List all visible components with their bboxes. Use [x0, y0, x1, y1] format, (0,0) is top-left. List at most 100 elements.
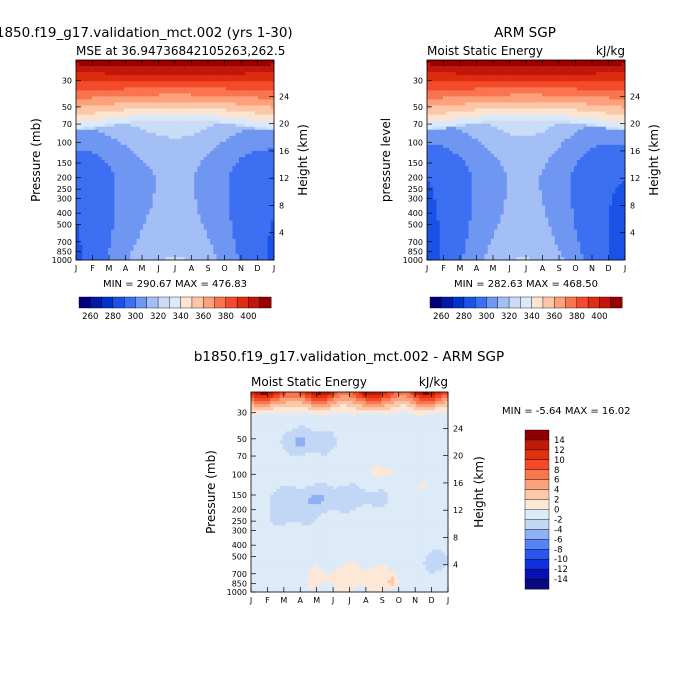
field-cell [117, 102, 122, 106]
field-cell [267, 72, 272, 76]
field-cell [439, 135, 444, 140]
field-cell [190, 217, 195, 222]
field-cell [143, 138, 147, 143]
field-cell [123, 241, 128, 246]
field-cell [213, 253, 217, 258]
field-cell [258, 108, 262, 112]
field-cell [251, 190, 256, 194]
field-cell [427, 120, 431, 125]
field-cell [242, 205, 246, 209]
field-cell [187, 78, 192, 82]
field-cell [143, 150, 147, 155]
field-cell [85, 235, 90, 240]
field-cell [120, 163, 125, 167]
field-cell [430, 78, 434, 82]
field-cell [264, 150, 269, 155]
field-cell [107, 120, 112, 125]
field-cell [120, 196, 125, 200]
field-cell [101, 72, 106, 76]
field-cell [104, 247, 109, 252]
field-cell [155, 87, 160, 91]
field-cell [267, 153, 272, 158]
field-cell [159, 193, 163, 197]
field-cell [452, 117, 457, 122]
field-cell [162, 163, 166, 167]
field-cell [194, 238, 198, 243]
field-cell [155, 163, 160, 167]
field-cell [130, 190, 134, 194]
field-cell [436, 156, 441, 161]
field-cell [98, 199, 102, 203]
field-cell [458, 96, 463, 100]
field-cell [95, 250, 99, 255]
field-cell [449, 123, 453, 128]
field-cell [232, 217, 237, 222]
field-cell [436, 235, 441, 240]
field-cell [139, 214, 144, 219]
field-cell [238, 220, 243, 225]
field-cell [248, 111, 253, 115]
field-cell [79, 163, 83, 167]
field-cell [95, 163, 99, 167]
field-cell [95, 166, 99, 170]
field-cell [242, 147, 246, 152]
field-cell [136, 244, 141, 249]
field-cell [130, 60, 134, 64]
field-cell [95, 60, 99, 64]
field-cell [439, 69, 444, 73]
field-cell [82, 253, 87, 258]
field-cell [197, 253, 201, 258]
field-cell [449, 193, 453, 197]
field-cell [149, 205, 154, 209]
field-cell [120, 144, 125, 149]
field-cell [76, 144, 80, 149]
field-cell [270, 169, 275, 173]
field-cell [222, 184, 227, 188]
field-cell [101, 87, 106, 91]
field-cell [452, 105, 457, 109]
field-cell [155, 229, 160, 234]
field-cell [104, 66, 109, 70]
field-cell [187, 169, 192, 173]
field-cell [133, 156, 138, 161]
field-cell [85, 132, 90, 137]
field-cell [452, 223, 457, 228]
field-cell [462, 78, 466, 82]
field-cell [98, 132, 102, 137]
field-cell [76, 120, 80, 125]
field-cell [226, 156, 230, 161]
field-cell [197, 147, 201, 152]
field-cell [449, 202, 453, 206]
field-cell [442, 90, 447, 94]
field-cell [155, 75, 160, 79]
field-cell [133, 141, 138, 146]
field-cell [117, 138, 122, 143]
field-cell [181, 196, 186, 200]
field-cell [130, 66, 134, 70]
field-cell [251, 150, 256, 155]
field-cell [82, 144, 87, 149]
field-cell [238, 217, 243, 222]
field-cell [76, 66, 80, 70]
field-cell [261, 184, 265, 188]
field-cell [235, 141, 240, 146]
field-cell [219, 238, 224, 243]
field-cell [254, 93, 259, 97]
field-cell [446, 111, 450, 115]
field-cell [130, 90, 134, 94]
field-cell [190, 229, 195, 234]
field-cell [251, 93, 256, 97]
field-cell [139, 202, 144, 206]
field-cell [216, 229, 221, 234]
field-cell [197, 120, 201, 125]
field-cell [203, 232, 208, 237]
field-cell [455, 105, 460, 109]
field-cell [251, 169, 256, 173]
field-cell [85, 205, 90, 209]
field-cell [175, 153, 179, 158]
field-cell [95, 66, 99, 70]
field-cell [261, 169, 265, 173]
field-cell [95, 205, 99, 209]
p-tick-label: 850 [57, 248, 72, 257]
field-cell [133, 220, 138, 225]
